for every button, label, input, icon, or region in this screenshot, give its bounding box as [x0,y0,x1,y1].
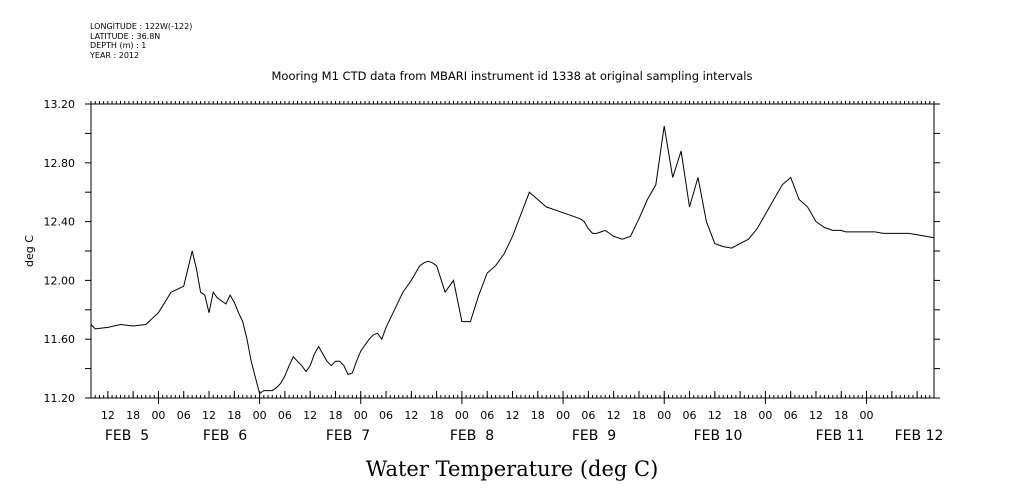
x-hour-label: 18 [733,409,747,422]
x-date-label: FEB 5 [105,428,149,444]
x-hour-label: 12 [303,409,317,422]
tick-marks [85,101,940,404]
latitude-text: LATITUDE : 36.8N [90,31,161,41]
y-tick-label: 12.40 [44,216,76,229]
y-tick-label: 11.20 [44,392,76,405]
x-hour-label: 18 [430,409,444,422]
x-date-label: FEB 11 [816,428,865,444]
metadata-block: LONGITUDE : 122W(-122) LATITUDE : 36.8N … [90,22,192,60]
y-tick-label: 11.60 [44,333,76,346]
x-hour-label: 06 [379,409,393,422]
x-hour-label: 00 [758,409,772,422]
x-hour-label: 12 [404,409,418,422]
x-hour-label: 12 [506,409,520,422]
x-hour-label: 12 [809,409,823,422]
x-date-label: FEB 10 [694,428,743,444]
x-hour-label: 00 [354,409,368,422]
x-hour-label: 00 [657,409,671,422]
x-hour-label: 18 [126,409,140,422]
x-hour-label: 06 [177,409,191,422]
x-hour-label: 18 [227,409,241,422]
x-hour-label: 00 [151,409,165,422]
y-tick-label: 12.80 [44,157,76,170]
x-date-labels: FEB 5 FEB 6 FEB 7 FEB 8 FEB 9 FEB 10 FEB 11 FEB… [105,428,944,444]
y-tick-label: 12.00 [44,274,76,287]
x-hour-label: 06 [683,409,697,422]
x-hour-label: 12 [101,409,115,422]
x-date-label: FEB 9 [572,428,616,444]
x-hour-label: 12 [607,409,621,422]
x-hour-label: 06 [480,409,494,422]
longitude-text: LONGITUDE : 122W(-122) [90,22,193,31]
x-hour-label: 00 [860,409,874,422]
x-hour-labels: 12 18 00 06 12 18 00 06 12 18 00 06 12 18 00 06 12 18 00 06… [101,409,874,422]
x-hour-label: 12 [202,409,216,422]
x-hour-label: 12 [708,409,722,422]
x-hour-label: 18 [632,409,646,422]
x-date-label: FEB 12 [895,428,944,444]
x-hour-label: 06 [278,409,292,422]
x-hour-label: 00 [253,409,267,422]
x-axis-title: Water Temperature (deg C) [366,457,659,481]
y-tick-label: 13.20 [44,98,76,111]
x-hour-label: 18 [531,409,545,422]
chart-title: Mooring M1 CTD data from MBARI instrumen… [271,69,753,83]
x-hour-label: 00 [455,409,469,422]
x-date-label: FEB 6 [203,428,247,444]
x-hour-label: 00 [556,409,570,422]
x-hour-label: 18 [328,409,342,422]
x-hour-label: 06 [784,409,798,422]
y-tick-labels: 11.20 11.60 12.00 12.40 12.80 13.20 [44,98,76,405]
depth-text: DEPTH (m) : 1 [90,41,147,50]
x-date-label: FEB 7 [326,428,370,444]
y-axis-label: deg C [23,235,36,267]
x-hour-label: 18 [834,409,848,422]
x-date-label: FEB 8 [450,428,494,444]
plot-frame [90,103,935,399]
x-hour-label: 06 [581,409,595,422]
series-line [90,125,935,395]
year-text: YEAR : 2012 [90,50,140,60]
